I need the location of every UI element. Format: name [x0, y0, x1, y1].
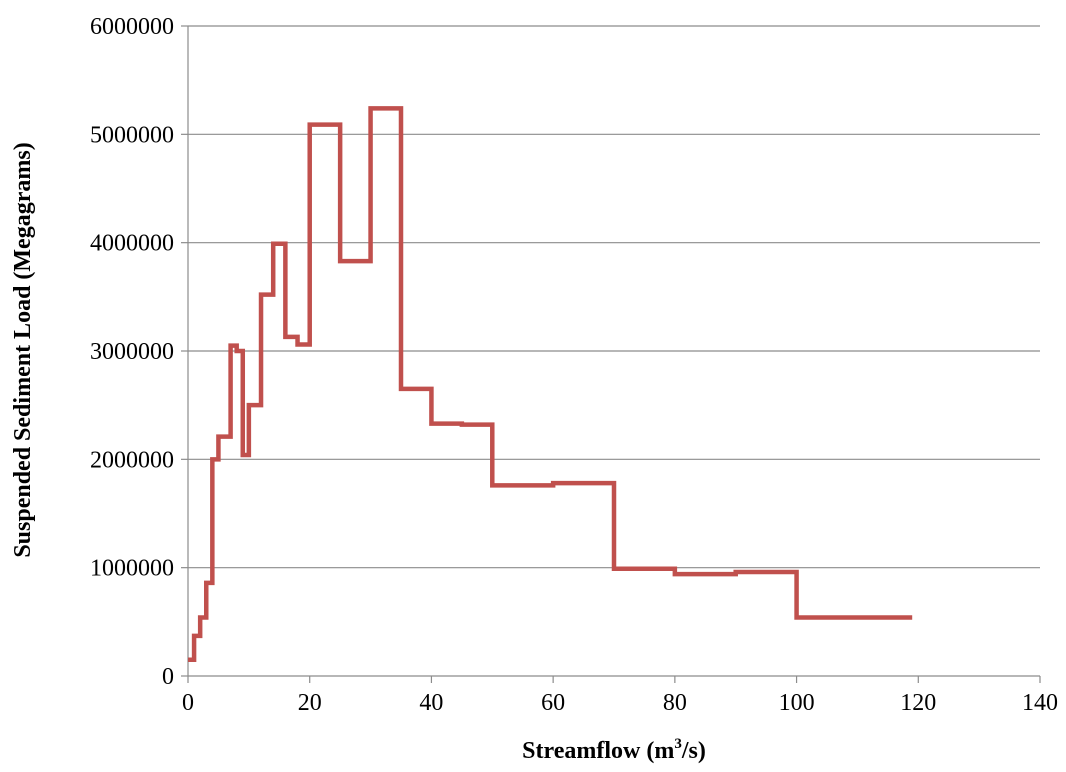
x-tick-label: 40 [419, 690, 443, 716]
x-tick-label: 80 [663, 690, 687, 716]
y-tick-label: 4000000 [90, 231, 174, 257]
x-tick-label: 140 [1022, 690, 1058, 716]
series [188, 106, 913, 662]
y-tick-label: 5000000 [90, 122, 174, 148]
gridlines [188, 25, 1040, 569]
x-tick-label: 120 [900, 690, 936, 716]
y-axis-title: Suspended Sediment Load (Megagrams) [10, 142, 36, 557]
x-tick-label: 60 [541, 690, 565, 716]
series-line [188, 106, 913, 662]
y-tick-label: 1000000 [90, 556, 174, 582]
y-tick-label: 2000000 [90, 447, 174, 473]
x-tick-label: 0 [182, 690, 194, 716]
x-tick-label: 100 [779, 690, 815, 716]
y-tick-label: 3000000 [90, 339, 174, 365]
axes [181, 25, 1041, 683]
y-tick-label: 0 [162, 664, 174, 690]
x-tick-label: 20 [298, 690, 322, 716]
y-tick-labels: 0 1000000 2000000 3000000 4000000 5000000 6000… [90, 14, 174, 690]
y-tick-label: 6000000 [90, 14, 174, 40]
x-axis-title: Streamflow (m3/s) [522, 736, 706, 764]
x-axis-title-main: Streamflow (m [522, 738, 674, 764]
x-axis-title-tail: /s) [681, 738, 706, 764]
x-tick-labels: 0 20 40 60 80 100 120 140 [182, 690, 1058, 716]
x-axis-title-sup: 3 [674, 736, 682, 752]
